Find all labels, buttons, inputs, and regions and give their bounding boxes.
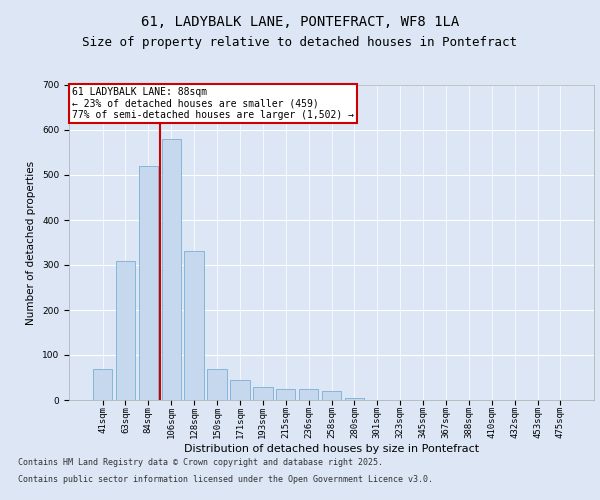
Bar (230, 380, 250, 400)
Y-axis label: Number of detached properties: Number of detached properties (26, 160, 37, 324)
Bar (276, 389, 295, 400)
Text: 61, LADYBALK LANE, PONTEFRACT, WF8 1LA: 61, LADYBALK LANE, PONTEFRACT, WF8 1LA (141, 16, 459, 30)
Text: Contains HM Land Registry data © Crown copyright and database right 2025.: Contains HM Land Registry data © Crown c… (18, 458, 383, 467)
Bar (116, 260, 135, 400)
Bar (322, 391, 341, 400)
Bar (208, 368, 227, 400)
Bar (93, 368, 112, 400)
Bar (161, 139, 181, 400)
Bar (299, 389, 319, 400)
X-axis label: Distribution of detached houses by size in Pontefract: Distribution of detached houses by size … (184, 444, 479, 454)
Text: Size of property relative to detached houses in Pontefract: Size of property relative to detached ho… (83, 36, 517, 49)
Bar (139, 166, 158, 400)
Text: 61 LADYBALK LANE: 88sqm
← 23% of detached houses are smaller (459)
77% of semi-d: 61 LADYBALK LANE: 88sqm ← 23% of detache… (71, 86, 353, 120)
Bar (253, 386, 272, 400)
Bar (344, 398, 364, 400)
Text: Contains public sector information licensed under the Open Government Licence v3: Contains public sector information licen… (18, 476, 433, 484)
Bar (184, 252, 204, 400)
